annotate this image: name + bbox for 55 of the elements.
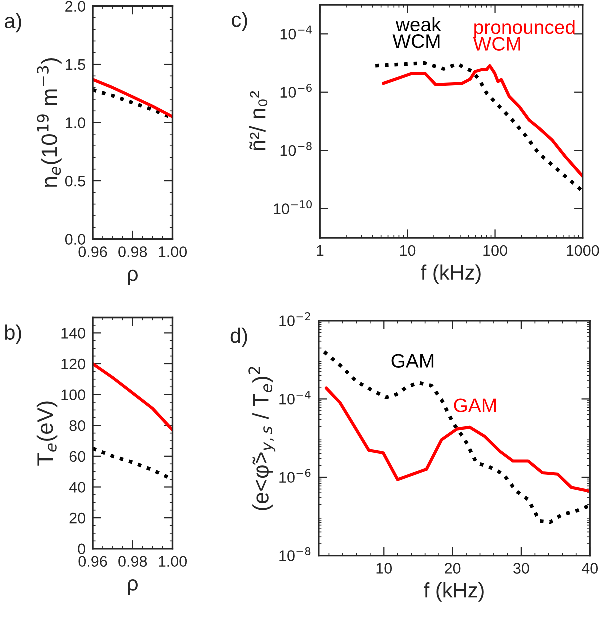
- y-tick-label: 10$^{−4}$: [280, 26, 312, 40]
- y-axis-title: n$_{e}$(10$^{19}$ m$^{−3}$): [37, 58, 62, 187]
- y-tick-label: 140: [62, 328, 86, 339]
- text: c): [232, 12, 248, 32]
- y-tick-label: 0.5: [65, 176, 86, 187]
- x-tick-label: 0.96: [78, 246, 108, 258]
- x-tick-label: 20: [445, 563, 461, 574]
- x-tick-label: 0.98: [118, 246, 148, 258]
- x-tick-label: 1.00: [159, 556, 188, 568]
- series-label: weak WCM: [392, 17, 442, 48]
- x-axis-title: ρ: [128, 270, 138, 286]
- x-tick-label: 1000: [567, 245, 600, 256]
- x-tick-label: 100: [484, 245, 508, 256]
- line-series: [322, 350, 590, 524]
- series-label: pronounced WCM: [473, 20, 575, 51]
- y-axis-title: ñ²/ n₀²: [250, 91, 268, 151]
- y-tick-label: 10$^{−4}$: [280, 390, 311, 405]
- y-tick-label: 0.0: [65, 234, 86, 245]
- x-axis-title: ρ: [128, 579, 138, 596]
- y-tick-label: 1.0: [66, 118, 86, 128]
- y-tick-label: 20: [70, 512, 86, 524]
- text: a): [5, 13, 22, 33]
- y-tick-label: 40: [69, 482, 86, 493]
- y-tick-label: 0: [78, 544, 86, 555]
- y-tick-label: 100: [62, 390, 86, 400]
- y-tick-label: 2.0: [66, 1, 86, 12]
- x-tick-label: 10: [376, 563, 392, 574]
- y-tick-label: 1.5: [66, 60, 86, 70]
- x-axis-title: f (kHz): [424, 582, 484, 602]
- y-tick-label: 80: [70, 420, 86, 432]
- series-label: GAM: [454, 398, 496, 412]
- line-series: [93, 78, 173, 118]
- series-label: GAM: [392, 354, 434, 368]
- y-tick-label: 10$^{−8}$: [280, 142, 312, 156]
- x-tick-label: 0.98: [118, 556, 148, 568]
- line-series: [324, 386, 590, 493]
- y-axis-title: (e<φ̃>$_{y,s}$ / T$_{e}$)$^{2}$: [248, 367, 276, 510]
- y-axis-title: T$_{e}$(eV): [36, 402, 58, 466]
- y-tick-label: 120: [62, 358, 86, 370]
- line-series: [93, 362, 173, 432]
- text: b): [5, 324, 22, 344]
- x-axis-title: f (kHz): [421, 264, 481, 284]
- x-tick-label: 10: [400, 245, 416, 256]
- y-tick-label: 10$^{−6}$: [280, 84, 312, 98]
- y-tick-label: 10$^{−8}$: [280, 547, 311, 562]
- x-tick-label: 40: [582, 563, 598, 574]
- y-tick-label: 10$^{−2}$: [280, 312, 310, 326]
- y-tick-label: 10$^{−10}$: [274, 200, 312, 214]
- x-tick-label: 1: [317, 246, 324, 256]
- x-tick-label: 30: [514, 563, 530, 574]
- y-tick-label: 60: [70, 451, 86, 462]
- x-tick-label: 0.96: [78, 556, 108, 568]
- y-tick-label: 10$^{−6}$: [280, 469, 311, 484]
- x-tick-label: 1.00: [159, 246, 188, 258]
- text: d): [230, 328, 248, 348]
